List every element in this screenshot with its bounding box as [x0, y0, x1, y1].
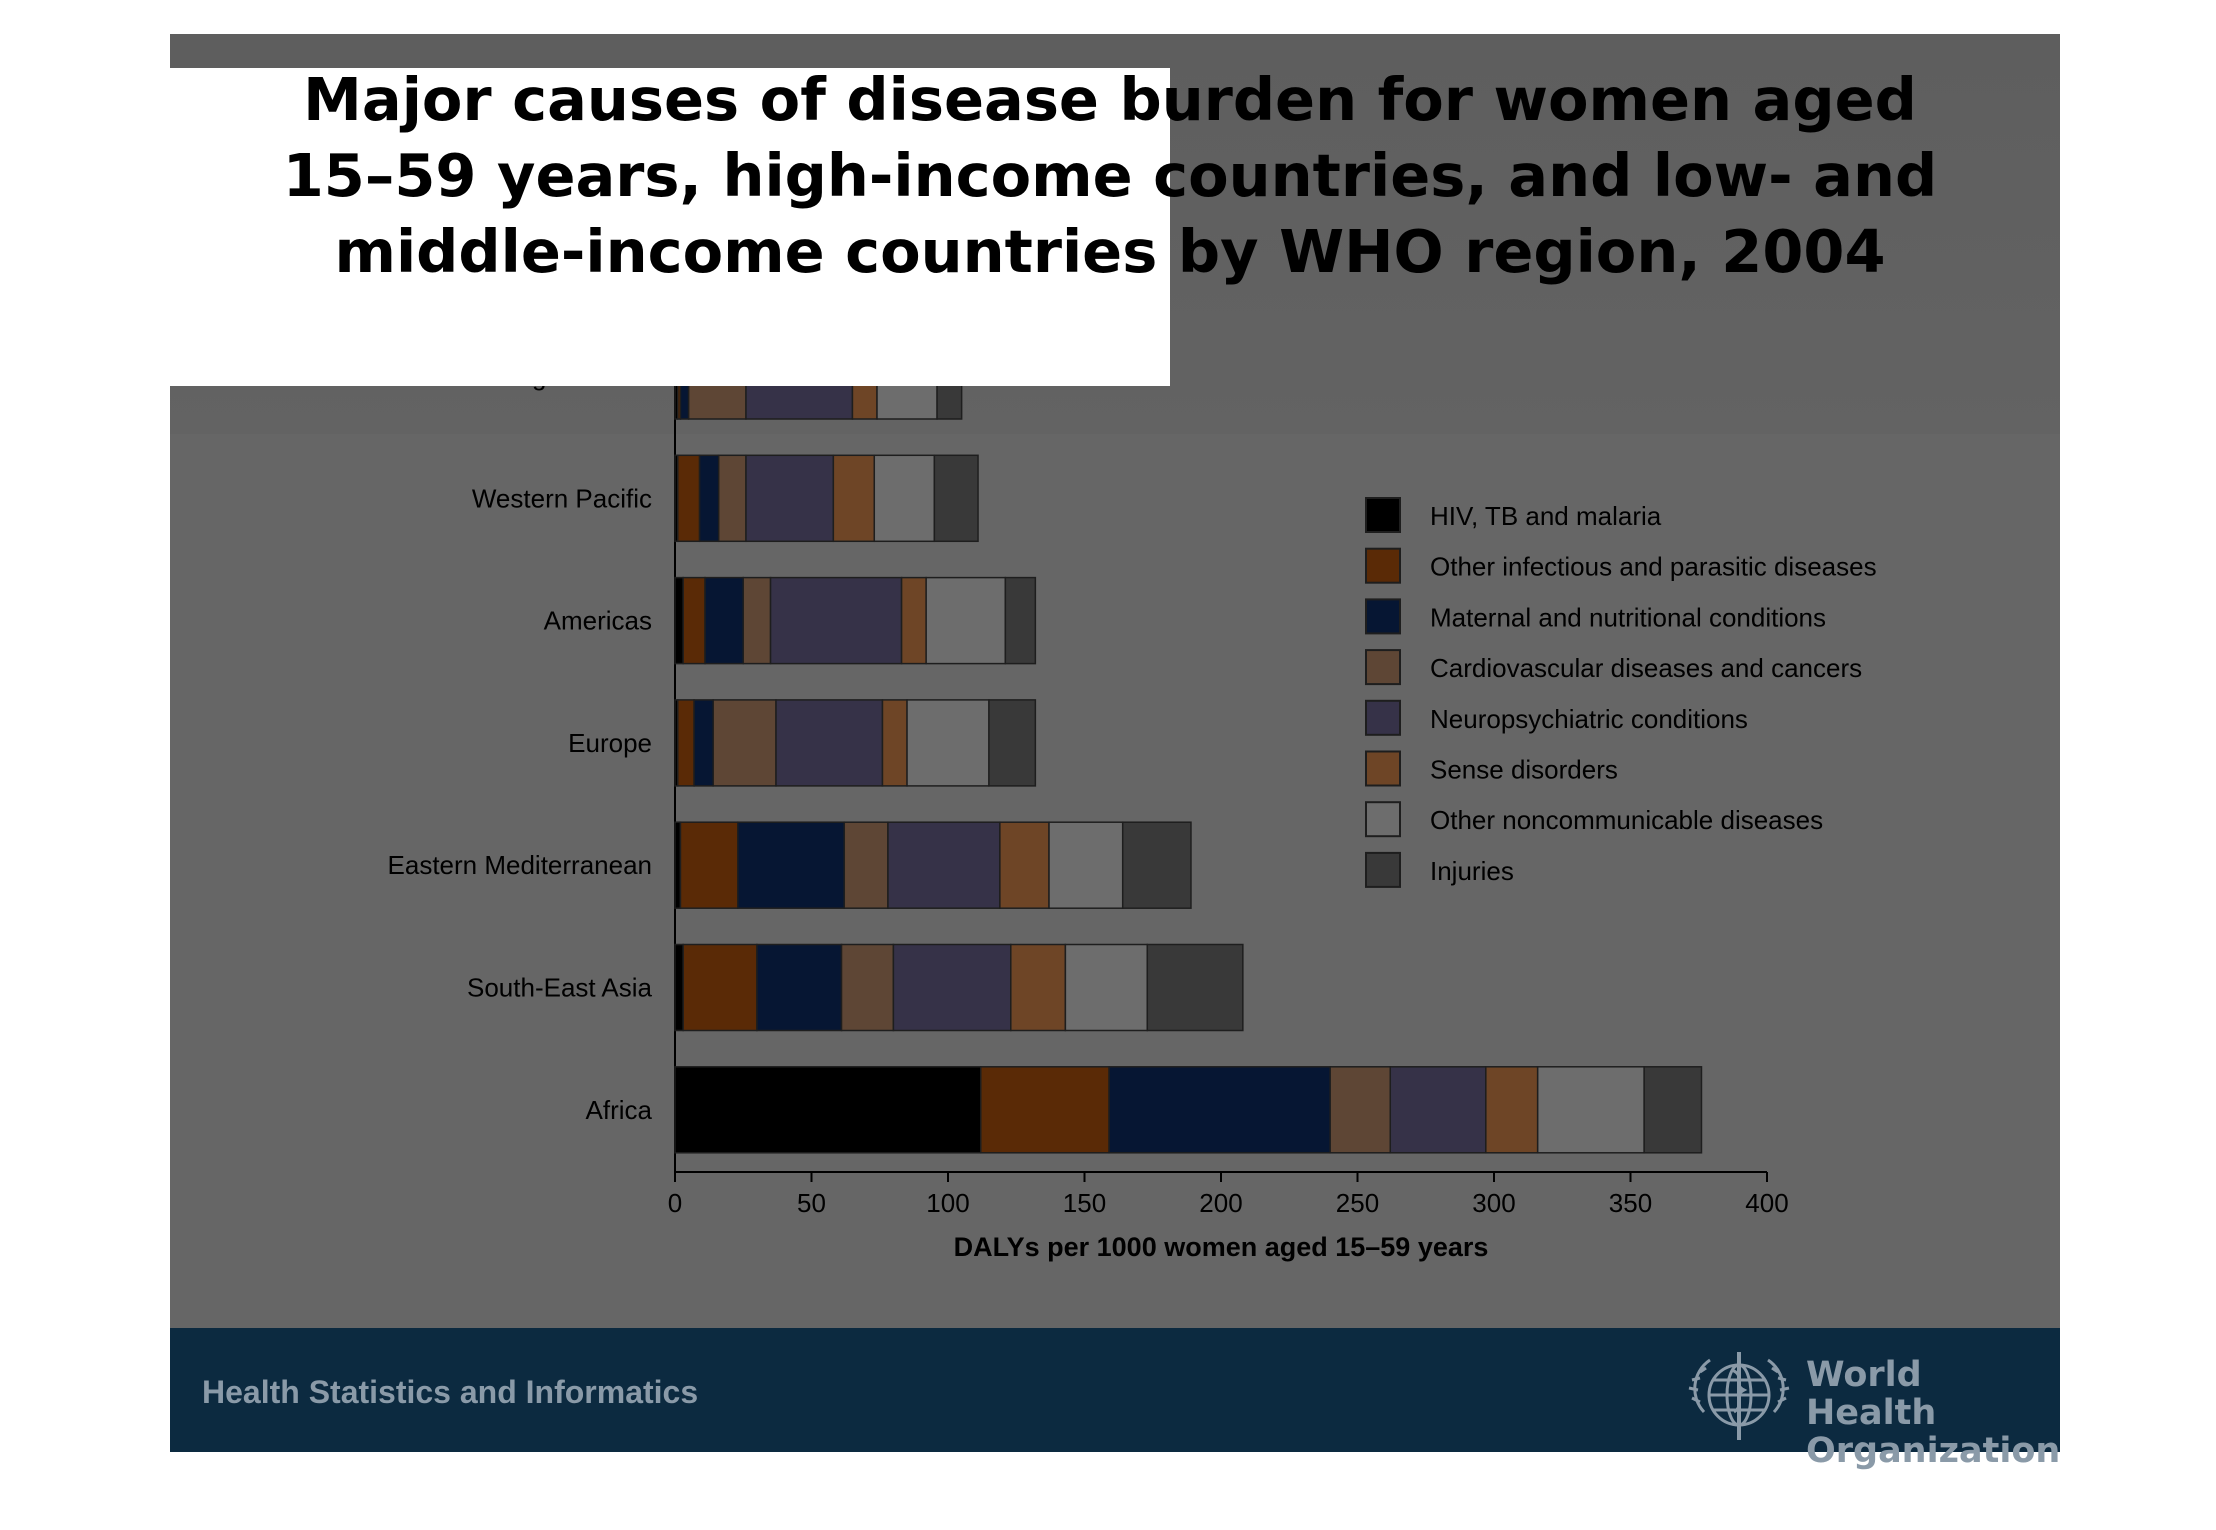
- bar-segment: [881, 699, 908, 787]
- x-tick-label: 0: [668, 1188, 682, 1218]
- bar-segment: [674, 821, 682, 909]
- title-line-1: Major causes of disease burden for women…: [303, 65, 1917, 134]
- slide-title: Major causes of disease burden for women…: [170, 62, 2050, 290]
- x-tick-label: 250: [1336, 1188, 1379, 1218]
- bar-segment: [704, 576, 745, 665]
- footer-bar: Health Statistics and Informatics World …: [170, 1328, 2060, 1470]
- legend-swatch: [1365, 649, 1401, 686]
- category-label: Western Pacific: [472, 483, 652, 513]
- bar-segment: [988, 699, 1037, 787]
- legend-label: HIV, TB and malaria: [1430, 501, 1662, 531]
- bars-layer: High incomeWestern PacificAmericasEurope…: [388, 332, 1703, 1154]
- bar-segment: [1108, 1066, 1331, 1154]
- bar-segment: [933, 454, 979, 543]
- legend-label: Other infectious and parasitic diseases: [1430, 552, 1877, 582]
- title-backdrop: [170, 68, 1170, 386]
- bar-segment: [906, 699, 990, 787]
- legend-label: Other noncommunicable diseases: [1430, 805, 1823, 835]
- bar-segment: [1010, 943, 1067, 1032]
- bar-segment: [832, 454, 876, 543]
- bar-segment: [840, 943, 895, 1032]
- slide-background: [170, 34, 2060, 1452]
- bar-segment: [980, 1066, 1110, 1154]
- title-line-2: 15–59 years, high-income countries, and …: [282, 141, 1938, 210]
- legend-swatch: [1365, 598, 1401, 635]
- bar-segment: [682, 576, 706, 665]
- bar-segment: [737, 821, 846, 909]
- legend-swatch: [1365, 851, 1401, 888]
- bar-segment: [676, 454, 701, 543]
- bar-segment: [682, 943, 758, 1032]
- x-axis-title: DALYs per 1000 women aged 15–59 years: [954, 1232, 1489, 1262]
- footer-label: Health Statistics and Informatics: [202, 1374, 699, 1410]
- legend-label: Cardiovascular diseases and cancers: [1430, 653, 1862, 683]
- bar-segment: [925, 576, 1007, 665]
- bar-segment: [1536, 1066, 1645, 1154]
- x-tick-label: 100: [926, 1188, 969, 1218]
- bar-segment: [1121, 821, 1192, 909]
- chart-legend: HIV, TB and malaria Other infectious and …: [1365, 497, 1877, 888]
- legend-label: Maternal and nutritional conditions: [1430, 602, 1826, 632]
- axis-layer: 0 50 100 150 200 250 300 350 400 DALYs per 1000 w…: [668, 325, 1789, 1262]
- bar-segment: [1048, 821, 1124, 909]
- bar-segment: [1643, 1066, 1703, 1154]
- bar-segment: [717, 454, 747, 543]
- bar-segment: [843, 821, 889, 909]
- category-label: South-East Asia: [467, 973, 653, 1003]
- bar-segment: [1064, 943, 1149, 1032]
- bar-segment: [674, 576, 684, 665]
- bar-segment: [769, 576, 903, 665]
- bar-segment: [674, 943, 684, 1032]
- bar-segment: [679, 821, 739, 909]
- bar-segment: [1389, 1066, 1487, 1154]
- who-emblem-icon: [1688, 1352, 1790, 1440]
- bar-segment: [999, 821, 1050, 909]
- category-label: Africa: [586, 1095, 653, 1125]
- x-tick-label: 350: [1609, 1188, 1652, 1218]
- bar-segment: [698, 454, 720, 543]
- bar-segment: [1485, 1066, 1539, 1154]
- legend-label: Injuries: [1430, 856, 1514, 886]
- bar-segment: [887, 821, 1001, 909]
- legend-swatch: [1365, 699, 1401, 736]
- legend-swatch: [1365, 547, 1401, 584]
- bar-segment: [873, 454, 936, 543]
- legend-label: Neuropsychiatric conditions: [1430, 704, 1748, 734]
- x-tick-label: 50: [797, 1188, 826, 1218]
- organization-name-line-1: World Health: [1806, 1355, 1937, 1433]
- bar-segment: [892, 943, 1012, 1032]
- bar-segment: [676, 699, 695, 787]
- bar-segment: [712, 699, 777, 787]
- bar-segment: [1329, 1066, 1392, 1154]
- bar-segment: [693, 699, 714, 787]
- bar-segment: [674, 1066, 982, 1154]
- bar-segment: [900, 576, 927, 665]
- x-tick-label: 150: [1063, 1188, 1106, 1218]
- bar-segment: [1004, 576, 1037, 665]
- category-label: Americas: [544, 606, 652, 636]
- title-line-3: middle-income countries by WHO region, 2…: [334, 217, 1886, 286]
- bar-segment: [756, 943, 843, 1032]
- category-label: Europe: [568, 728, 652, 758]
- bar-segment: [742, 576, 772, 665]
- bar-segment: [1146, 943, 1244, 1032]
- organization-name: World Health Organization: [1806, 1356, 2060, 1470]
- x-tick-label: 200: [1199, 1188, 1242, 1218]
- bar-segment: [775, 699, 884, 787]
- legend-swatch: [1365, 750, 1401, 787]
- legend-swatch: [1365, 801, 1401, 838]
- legend-swatch: [1365, 497, 1401, 533]
- organization-name-line-2: Organization: [1806, 1431, 2061, 1471]
- category-label: Eastern Mediterranean: [388, 850, 652, 880]
- legend-label: Sense disorders: [1430, 755, 1618, 785]
- x-tick-label: 300: [1472, 1188, 1515, 1218]
- x-tick-label: 400: [1745, 1188, 1788, 1218]
- bar-segment: [745, 454, 835, 543]
